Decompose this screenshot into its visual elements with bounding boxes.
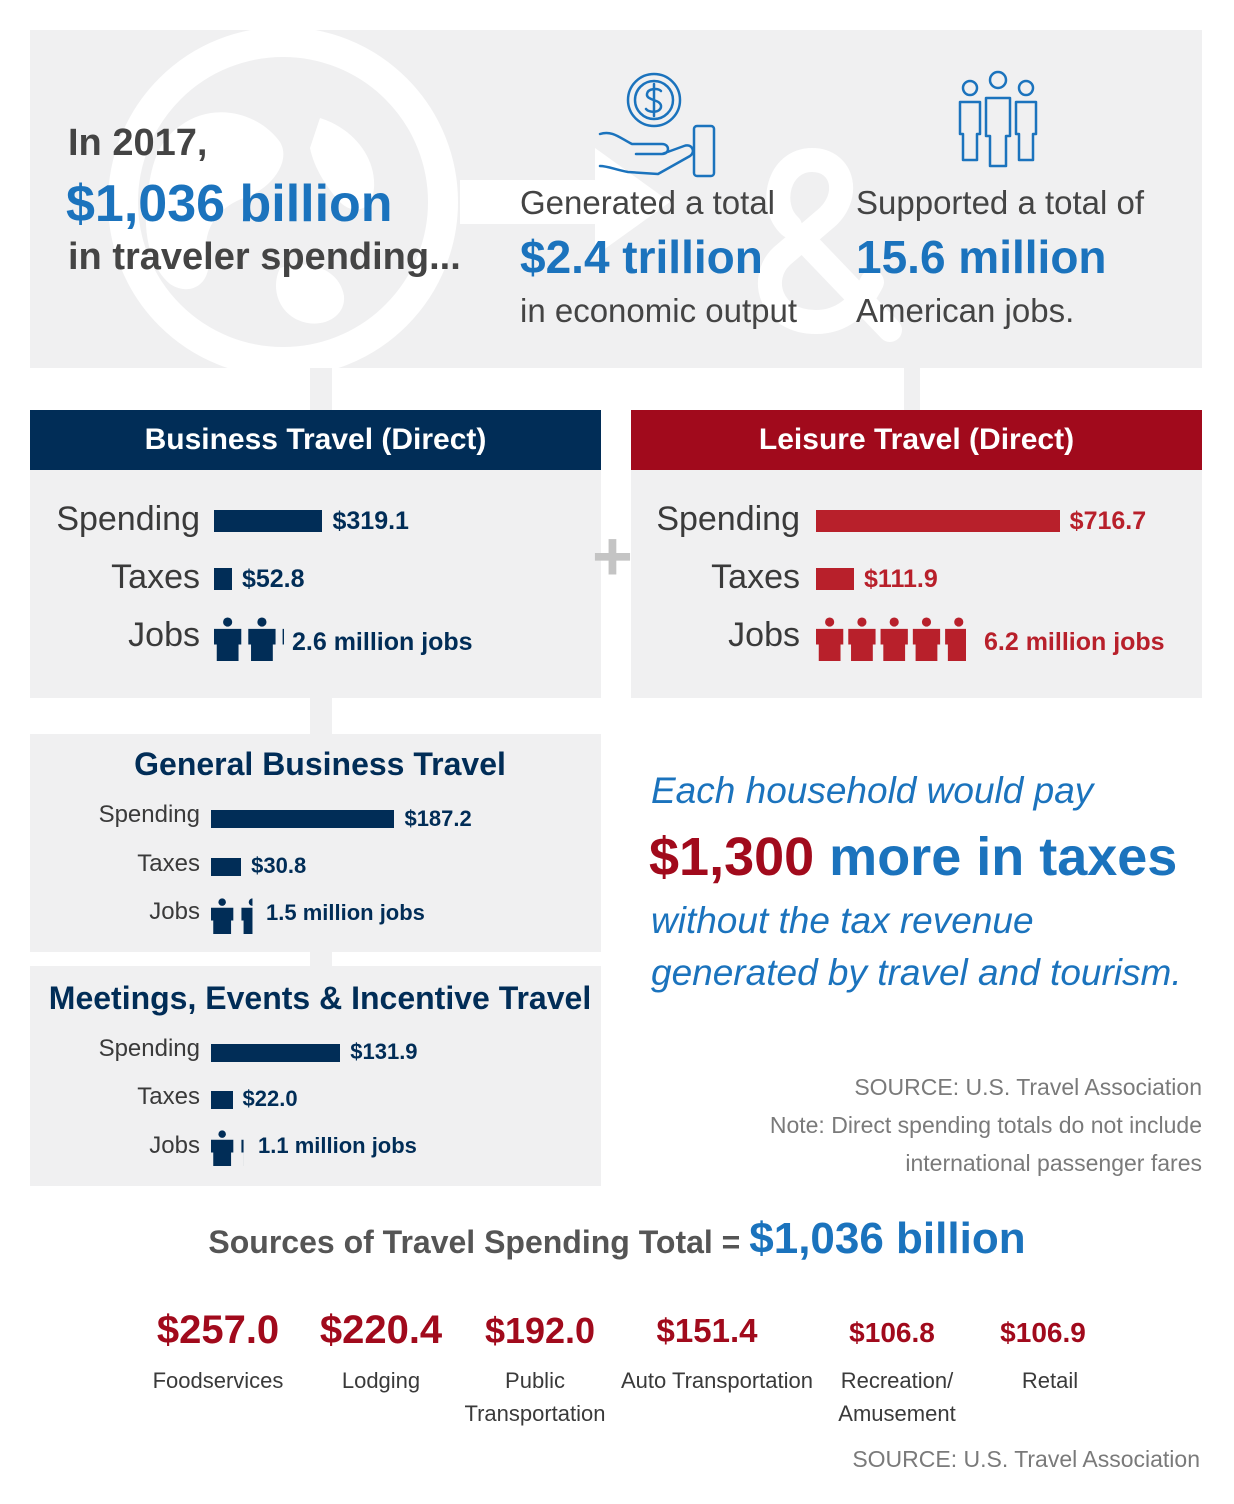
leisure-jobs-value: 6.2 million jobs (984, 628, 1165, 656)
source-label-auto-transportation: Auto Transportation (620, 1368, 813, 1393)
meetings-title: Meetings, Events & Incentive Travel (48, 980, 592, 1016)
leisure-spending-value: $716.7 (1069, 507, 1147, 535)
general-spending-label: Spending (98, 801, 200, 828)
jobs-pre: Supported a total of (856, 184, 1145, 221)
hero-banner: In 2017, $1,036 billion in traveler spen… (30, 30, 1202, 368)
dollar-hand-icon (598, 72, 716, 178)
leisure-jobs-label: Jobs (728, 616, 800, 654)
person-icon (945, 617, 966, 661)
general-jobs-label: Jobs (149, 898, 200, 925)
business-travel-panel (30, 470, 601, 698)
household-line3: without the tax revenue (651, 900, 1034, 941)
sources-title: Sources of Travel Spending Total = $1,03… (0, 1214, 1234, 1264)
connector-line (904, 368, 920, 410)
household-amount: $1,300 (649, 827, 815, 887)
leisure-jobs-people (816, 617, 966, 661)
leisure-spending-bar (816, 510, 1060, 532)
leisure-taxes-value: $111.9 (864, 565, 938, 593)
meetings-taxes-value: $22.0 (242, 1086, 298, 1111)
meetings-jobs-value: 1.1 million jobs (258, 1133, 417, 1158)
source-value-recreation: $106.8 (849, 1317, 935, 1348)
leisure-taxes-label: Taxes (711, 558, 800, 596)
general-jobs-value: 1.5 million jobs (266, 900, 425, 925)
general-taxes-label: Taxes (137, 850, 200, 877)
leisure-travel-header: Leisure Travel (Direct) (631, 410, 1202, 470)
people-group-icon (958, 70, 1038, 168)
business-jobs-value: 2.6 million jobs (292, 628, 473, 656)
source-value-foodservices: $257.0 (156, 1308, 280, 1352)
connector-line (310, 368, 332, 410)
business-taxes-label: Taxes (111, 558, 200, 596)
general-taxes-value: $30.8 (251, 853, 307, 878)
jobs-post: American jobs. (856, 292, 1075, 329)
business-taxes-value: $52.8 (241, 565, 305, 593)
hero-spending-amount: $1,036 billion (66, 175, 393, 233)
person-icon (848, 617, 876, 661)
meetings-taxes-bar (211, 1091, 233, 1109)
business-spending-value: $319.1 (332, 507, 409, 535)
hero-spending-label: in traveler spending... (68, 236, 461, 278)
globe-arrow-graphic (108, 30, 902, 368)
household-amount-rest: more in taxes (814, 827, 1178, 887)
business-jobs-people (214, 617, 284, 661)
person-icon (248, 617, 276, 661)
meetings-spending-value: $131.9 (350, 1039, 418, 1064)
source-label-recreation: Recreation/ Amusement (838, 1368, 956, 1426)
direct-spending-note-line1: Note: Direct spending totals do not incl… (769, 1112, 1202, 1138)
meetings-panel (30, 966, 601, 1186)
connector-line (310, 698, 332, 734)
sources-source-note: SOURCE: U.S. Travel Association (852, 1446, 1200, 1472)
person-icon (816, 617, 844, 661)
person-icon (211, 898, 234, 934)
meetings-taxes-label: Taxes (137, 1083, 200, 1110)
source-value-auto-transportation: $151.4 (656, 1312, 758, 1349)
source-label-foodservices: Foodservices (152, 1368, 284, 1393)
business-spending-bar (214, 510, 323, 532)
business-taxes-bar (214, 568, 232, 590)
general-spending-value: $187.2 (404, 806, 472, 831)
household-line4: generated by travel and tourism. (651, 952, 1182, 993)
person-icon (241, 1139, 244, 1153)
person-icon (282, 628, 284, 645)
general-taxes-bar (211, 858, 242, 876)
person-icon (241, 898, 253, 934)
leisure-spending-label: Spending (656, 500, 800, 538)
source-value-public-transportation: $192.0 (484, 1310, 596, 1351)
sources-title-label: Sources of Travel Spending Total = (208, 1224, 750, 1260)
general-spending-bar (211, 810, 395, 828)
output-post: in economic output (520, 292, 798, 329)
plus-sign: + (592, 517, 633, 595)
output-pre: Generated a total (520, 184, 776, 221)
household-amount-line: $1,300 more in taxes (649, 826, 1177, 888)
output-value: $2.4 trillion (520, 231, 763, 283)
leisure-taxes-bar (816, 568, 855, 590)
direct-spending-note-line2: international passenger fares (905, 1150, 1202, 1176)
person-icon (880, 617, 908, 661)
jobs-value: 15.6 million (856, 231, 1107, 283)
sources-title-value: $1,036 billion (749, 1214, 1026, 1263)
general-jobs-people (211, 898, 253, 934)
person-icon (912, 617, 941, 661)
business-spending-label: Spending (56, 500, 200, 538)
general-business-panel (30, 734, 601, 952)
source-value-lodging: $220.4 (319, 1308, 443, 1352)
person-icon (214, 617, 242, 661)
connector-line (310, 952, 332, 966)
source-label-lodging: Lodging (341, 1368, 421, 1393)
general-business-title: General Business Travel (134, 746, 506, 782)
meetings-spending-bar (211, 1044, 341, 1062)
meetings-jobs-people (211, 1130, 244, 1166)
meetings-spending-label: Spending (98, 1035, 200, 1062)
source-label-retail: Retail (1021, 1368, 1079, 1393)
business-jobs-label: Jobs (128, 616, 200, 654)
source-label-public-transportation: Public Transportation (464, 1368, 606, 1426)
source-value-retail: $106.9 (1000, 1317, 1086, 1348)
household-line1: Each household would pay (651, 770, 1094, 811)
source-note: SOURCE: U.S. Travel Association (854, 1074, 1202, 1100)
business-travel-header: Business Travel (Direct) (30, 410, 601, 470)
hero-year-line: In 2017, (68, 122, 208, 164)
person-icon (211, 1130, 234, 1166)
meetings-jobs-label: Jobs (149, 1132, 200, 1159)
